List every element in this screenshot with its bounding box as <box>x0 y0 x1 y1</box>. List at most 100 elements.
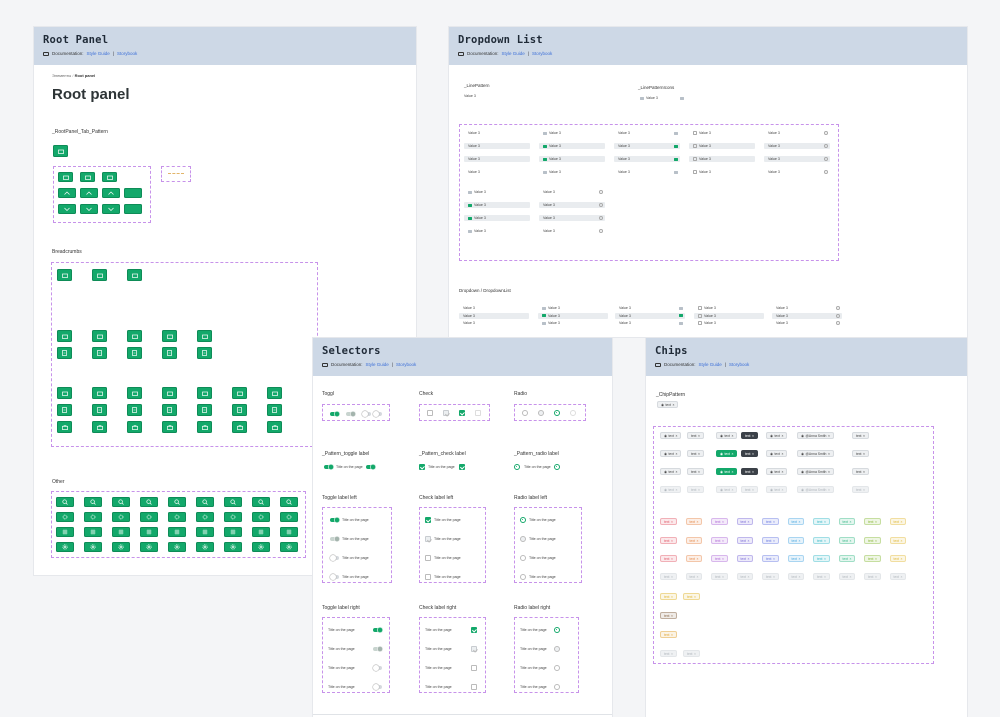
radio-icon[interactable] <box>824 144 828 148</box>
close-icon[interactable]: × <box>874 538 877 543</box>
close-icon[interactable]: × <box>862 469 865 474</box>
breadcrumb-button[interactable] <box>92 330 107 342</box>
dropdown-row[interactable]: Value 3 <box>694 312 764 319</box>
close-icon[interactable]: × <box>849 519 852 524</box>
close-icon[interactable]: × <box>823 538 826 543</box>
chip[interactable]: ◉ text × <box>716 468 738 475</box>
tab-folder-icon[interactable] <box>102 172 117 182</box>
toggle-switch[interactable] <box>373 627 383 633</box>
radio-button[interactable] <box>520 555 526 561</box>
checkbox[interactable] <box>425 574 431 580</box>
toggle-switch[interactable] <box>373 646 383 652</box>
close-icon[interactable]: × <box>772 519 775 524</box>
other-button[interactable] <box>280 527 298 537</box>
other-button[interactable] <box>224 512 242 522</box>
chip[interactable]: text × <box>813 537 830 544</box>
checkbox-icon[interactable] <box>693 144 697 148</box>
chip[interactable]: text × <box>687 486 704 493</box>
dropdown-row[interactable]: Value 3 <box>764 156 830 162</box>
chevron-up-icon[interactable] <box>58 188 76 198</box>
close-icon[interactable]: × <box>827 451 830 456</box>
close-icon[interactable]: × <box>697 433 700 438</box>
chevron-up-icon[interactable] <box>80 188 98 198</box>
other-button[interactable] <box>168 512 186 522</box>
chip[interactable]: ◉ text × <box>766 450 788 457</box>
chip[interactable]: ◉ text × <box>716 450 738 457</box>
other-button[interactable] <box>84 527 102 537</box>
checkbox-off[interactable] <box>475 410 481 416</box>
dropdown-row[interactable]: Value 3 <box>689 169 755 175</box>
chip[interactable]: text × <box>683 593 700 600</box>
tab-empty[interactable] <box>124 204 142 214</box>
pattern-radio[interactable] <box>514 464 520 470</box>
breadcrumb-button[interactable] <box>267 387 282 399</box>
close-icon[interactable]: × <box>721 556 724 561</box>
chip[interactable]: text × <box>660 612 677 619</box>
breadcrumb-button[interactable] <box>162 387 177 399</box>
checkbox[interactable] <box>425 536 431 542</box>
chip[interactable]: text × <box>813 573 830 580</box>
breadcrumb-button[interactable] <box>127 330 142 342</box>
checkbox-icon[interactable] <box>693 170 697 174</box>
checkbox[interactable] <box>471 684 477 690</box>
chip[interactable]: text × <box>762 573 779 580</box>
checkbox-on[interactable] <box>459 410 465 416</box>
breadcrumb-button[interactable] <box>92 387 107 399</box>
close-icon[interactable]: × <box>823 556 826 561</box>
close-icon[interactable]: × <box>798 574 801 579</box>
close-icon[interactable]: × <box>731 487 734 492</box>
close-icon[interactable]: × <box>697 469 700 474</box>
dropdown-row[interactable]: Value 3 <box>464 143 530 149</box>
close-icon[interactable]: × <box>751 487 754 492</box>
toggle-disabled-off[interactable] <box>372 411 382 417</box>
chip[interactable]: text × <box>687 450 704 457</box>
dropdown-row[interactable]: Value 3 <box>772 305 842 311</box>
chevron-down-icon[interactable] <box>102 204 120 214</box>
other-button[interactable] <box>224 542 242 552</box>
toggle-switch[interactable] <box>329 574 339 580</box>
other-button[interactable] <box>56 497 74 507</box>
other-button[interactable] <box>280 542 298 552</box>
chip[interactable]: ◉ text × <box>716 486 738 493</box>
dropdown-row[interactable]: Value 3 <box>539 228 605 234</box>
checkbox-icon[interactable] <box>698 321 702 325</box>
radio-off[interactable] <box>522 410 528 416</box>
radio-icon[interactable] <box>599 190 603 194</box>
radio-on[interactable] <box>554 410 560 416</box>
other-button[interactable] <box>252 527 270 537</box>
close-icon[interactable]: × <box>693 594 696 599</box>
close-icon[interactable]: × <box>670 574 673 579</box>
close-icon[interactable]: × <box>696 538 699 543</box>
other-button[interactable] <box>196 527 214 537</box>
dropdown-row[interactable]: Value 3 <box>539 215 605 221</box>
chip[interactable]: text × <box>741 432 758 439</box>
close-icon[interactable]: × <box>696 519 699 524</box>
other-button[interactable] <box>252 512 270 522</box>
chip-pattern[interactable]: ◉ text × <box>657 401 679 408</box>
close-icon[interactable]: × <box>747 538 750 543</box>
chip[interactable]: text × <box>736 537 754 544</box>
close-icon[interactable]: × <box>849 538 852 543</box>
chip[interactable]: text × <box>813 518 830 525</box>
close-icon[interactable]: × <box>675 451 678 456</box>
close-icon[interactable]: × <box>675 469 678 474</box>
chip[interactable]: text × <box>660 555 677 562</box>
toggle-disabled-on[interactable] <box>346 411 356 417</box>
close-icon[interactable]: × <box>675 433 678 438</box>
radio-icon[interactable] <box>599 216 603 220</box>
breadcrumb-button[interactable] <box>57 404 72 416</box>
checkbox-icon[interactable] <box>698 306 702 310</box>
radio-button[interactable] <box>554 646 560 652</box>
pattern-checkbox[interactable] <box>459 464 465 470</box>
breadcrumb-button[interactable] <box>197 387 212 399</box>
tab-folder-icon[interactable] <box>80 172 95 182</box>
dropdown-row[interactable]: Value 3 <box>539 156 605 162</box>
chip[interactable]: text × <box>889 518 907 525</box>
dropdown-row[interactable]: Value 3 <box>615 320 685 326</box>
checkbox-disabled[interactable] <box>443 410 449 416</box>
dropdown-row[interactable]: Value 3 <box>539 130 605 136</box>
chip[interactable]: ◉ text × <box>766 432 788 439</box>
checkbox[interactable] <box>425 555 431 561</box>
chip[interactable]: text × <box>889 573 907 580</box>
radio-icon[interactable] <box>836 306 840 310</box>
